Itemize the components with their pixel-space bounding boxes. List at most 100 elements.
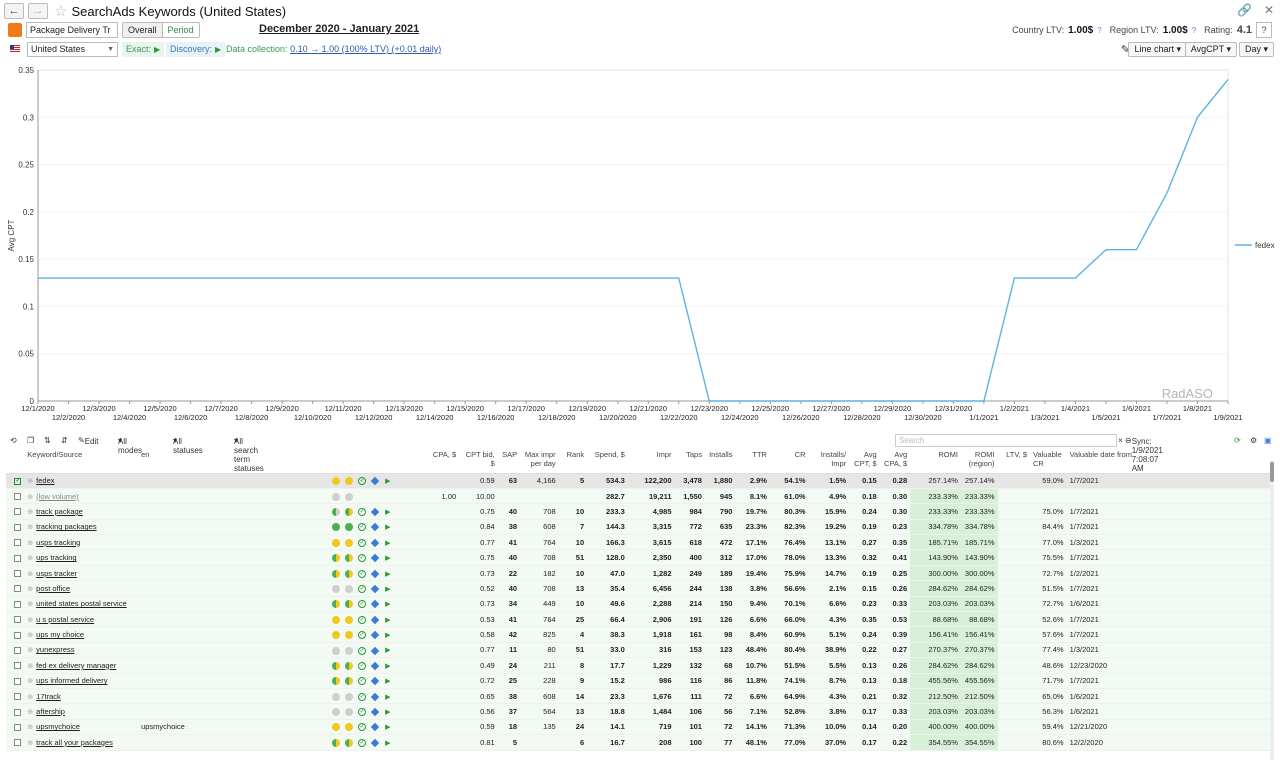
check-circle-icon[interactable]: ✓ — [358, 523, 367, 532]
clear-search-icon[interactable]: × — [1118, 436, 1123, 445]
table-row[interactable]: ⊕ upsmychoice upsmychoice ✓ ▶ 0.59 18 135 24 14.1… — [6, 719, 1272, 736]
column-header[interactable]: SAP — [497, 448, 521, 474]
search-terms-dropdown[interactable]: All search term statuses ▾ — [234, 436, 264, 473]
diamond-icon[interactable] — [370, 738, 380, 748]
table-scrollbar[interactable] — [1270, 460, 1274, 760]
country-ltv-value[interactable]: 1.00$ — [1068, 24, 1094, 36]
keyword-link[interactable]: fed ex delivery manager — [36, 660, 117, 670]
table-row[interactable]: ⊕ united states postal service ✓ ▶ 0.73 34 449… — [6, 596, 1272, 613]
diamond-icon[interactable] — [370, 692, 380, 701]
row-checkbox[interactable] — [14, 647, 22, 654]
table-row[interactable]: ⊕ u s postal service ✓ ▶ 0.53 41 764 25 66.4 2,90… — [6, 611, 1272, 628]
edit-button[interactable]: ✎ Edit — [78, 436, 99, 446]
column-header[interactable]: Installs/ Impr — [808, 448, 850, 474]
keyword-link[interactable]: tracking packages — [36, 522, 97, 532]
play-icon[interactable]: ▶ — [385, 693, 391, 701]
play-icon[interactable]: ▶ — [385, 709, 391, 717]
forward-button[interactable]: → — [28, 3, 48, 19]
table-row[interactable]: ⊕ post office ✓ ▶ 0.52 40 708 13 35.4 6,456 244 138… — [6, 580, 1272, 597]
keyword-link[interactable]: united states postal service — [36, 599, 127, 609]
export-icon[interactable]: ▣ — [1264, 436, 1272, 445]
play-icon[interactable]: ▶ — [385, 616, 391, 624]
keyword-link[interactable]: upsmychoice — [36, 722, 80, 732]
exact-toggle[interactable]: Exact: ▶ — [122, 42, 165, 57]
table-row[interactable]: ⊕ aftership ✓ ▶ 0.56 37 564 13 18.8 1,484 106 56 7.1… — [6, 703, 1272, 720]
table-search-input[interactable]: Search — [895, 434, 1117, 447]
check-circle-icon[interactable]: ✓ — [358, 507, 367, 516]
statuses-dropdown[interactable]: All statuses ▾ — [173, 436, 203, 455]
play-icon[interactable]: ▶ — [385, 478, 391, 486]
check-circle-icon[interactable]: ✓ — [358, 477, 367, 486]
row-checkbox[interactable] — [14, 616, 22, 624]
discovery-toggle[interactable]: Discovery: ▶ — [166, 42, 226, 57]
row-checkbox[interactable] — [14, 723, 22, 731]
check-circle-icon[interactable]: ✓ — [358, 615, 367, 624]
column-header[interactable]: Avg CPT, $ — [849, 448, 880, 474]
check-circle-icon[interactable]: ✓ — [358, 600, 367, 609]
modes-dropdown[interactable]: All modes ▾ — [118, 436, 143, 455]
column-header[interactable]: Taps — [674, 448, 705, 474]
column-header[interactable]: CR — [769, 448, 809, 474]
keyword-link[interactable]: usps tracker — [36, 568, 78, 578]
expand-icon[interactable]: ⊕ — [27, 570, 34, 578]
check-circle-icon[interactable]: ✓ — [358, 677, 367, 686]
table-row[interactable]: ⊕ usps tracker ✓ ▶ 0.73 22 182 10 47.0 1,282 249 18… — [6, 565, 1272, 582]
column-header[interactable]: Installs — [704, 448, 736, 474]
column-header[interactable]: Rank — [558, 448, 588, 474]
check-circle-icon[interactable]: ✓ — [358, 538, 367, 547]
help-button[interactable]: ? — [1256, 22, 1272, 38]
keyword-link[interactable]: (low volume) — [36, 491, 79, 501]
column-header[interactable]: ROMI — [910, 448, 961, 474]
country-ltv-help-icon[interactable]: ? — [1097, 25, 1102, 35]
row-checkbox[interactable] — [14, 539, 22, 547]
refresh-icon[interactable]: ⟲ — [10, 436, 17, 445]
sort-desc-icon[interactable]: ⇵ — [61, 436, 68, 445]
keyword-link[interactable]: post office — [36, 583, 71, 593]
back-button[interactable]: ← — [4, 3, 24, 19]
keyword-link[interactable]: fedex — [36, 476, 55, 486]
keyword-link[interactable]: yunexpress — [36, 645, 75, 655]
column-header[interactable] — [6, 448, 25, 474]
column-header[interactable]: TTR — [735, 448, 770, 474]
column-header[interactable]: LTV, $ — [997, 448, 1031, 474]
row-checkbox[interactable] — [14, 739, 22, 747]
copy-icon[interactable]: ❐ — [27, 436, 35, 445]
expand-icon[interactable]: ⊕ — [27, 508, 34, 516]
column-header[interactable]: Max impr per day — [520, 448, 559, 474]
row-checkbox[interactable] — [14, 585, 22, 593]
table-row[interactable]: ⊕fedex✓▶0.59634,1665534.3122,2003,4781,8… — [6, 473, 1272, 489]
table-row[interactable]: ⊕ tracking packages ✓ ▶ 0.84 38 608 7 144.3 3,315… — [6, 519, 1272, 536]
diamond-icon[interactable] — [370, 476, 380, 486]
diamond-icon[interactable] — [370, 507, 380, 517]
row-checkbox[interactable] — [14, 662, 22, 670]
check-circle-icon[interactable]: ✓ — [358, 661, 367, 670]
play-icon[interactable]: ▶ — [385, 555, 391, 563]
settings-icon[interactable]: ⚙ — [1250, 436, 1258, 445]
play-icon[interactable]: ▶ — [385, 524, 391, 532]
play-icon[interactable]: ▶ — [385, 508, 391, 516]
play-icon[interactable]: ▶ — [385, 585, 391, 593]
keyword-link[interactable]: u s postal service — [36, 614, 95, 624]
check-circle-icon[interactable]: ✓ — [358, 646, 367, 655]
table-row[interactable]: ⊕ ups tracking ✓ ▶ 0.75 40 708 51 128.0 2,350 400 3… — [6, 549, 1272, 566]
table-row[interactable]: ⊕ fed ex delivery manager ✓ ▶ 0.49 24 211 8 17.7… — [6, 657, 1272, 674]
table-row[interactable]: ⊕ yunexpress ✓ ▶ 0.77 11 80 51 33.0 316 153 123 48.4… — [6, 642, 1272, 659]
keyword-link[interactable]: 17track — [36, 691, 61, 701]
granularity-dropdown[interactable]: Day ▾ — [1238, 42, 1274, 57]
play-icon[interactable]: ▶ — [385, 601, 391, 609]
expand-icon[interactable]: ⊕ — [27, 709, 34, 717]
diamond-icon[interactable] — [370, 646, 380, 655]
column-header[interactable]: Valuable date from — [1066, 448, 1272, 474]
table-row[interactable]: ⊕ 17track ✓ ▶ 0.65 38 608 14 23.3 1,676 111 72 6.6% 6… — [6, 688, 1272, 705]
expand-icon[interactable]: ⊕ — [27, 693, 34, 701]
keyword-link[interactable]: ups my choice — [36, 630, 85, 640]
column-header[interactable] — [329, 448, 425, 474]
favorite-star-icon[interactable]: ☆ — [54, 3, 68, 20]
table-row[interactable]: ⊕ usps tracking ✓ ▶ 0.77 41 764 10 166.3 3,615 618… — [6, 534, 1272, 551]
diamond-icon[interactable] — [370, 723, 380, 732]
region-ltv-help-icon[interactable]: ? — [1191, 25, 1197, 35]
expand-icon[interactable]: ⊕ — [27, 662, 34, 670]
play-icon[interactable]: ▶ — [385, 662, 391, 670]
check-circle-icon[interactable]: ✓ — [358, 569, 367, 578]
check-circle-icon[interactable]: ✓ — [358, 708, 367, 717]
